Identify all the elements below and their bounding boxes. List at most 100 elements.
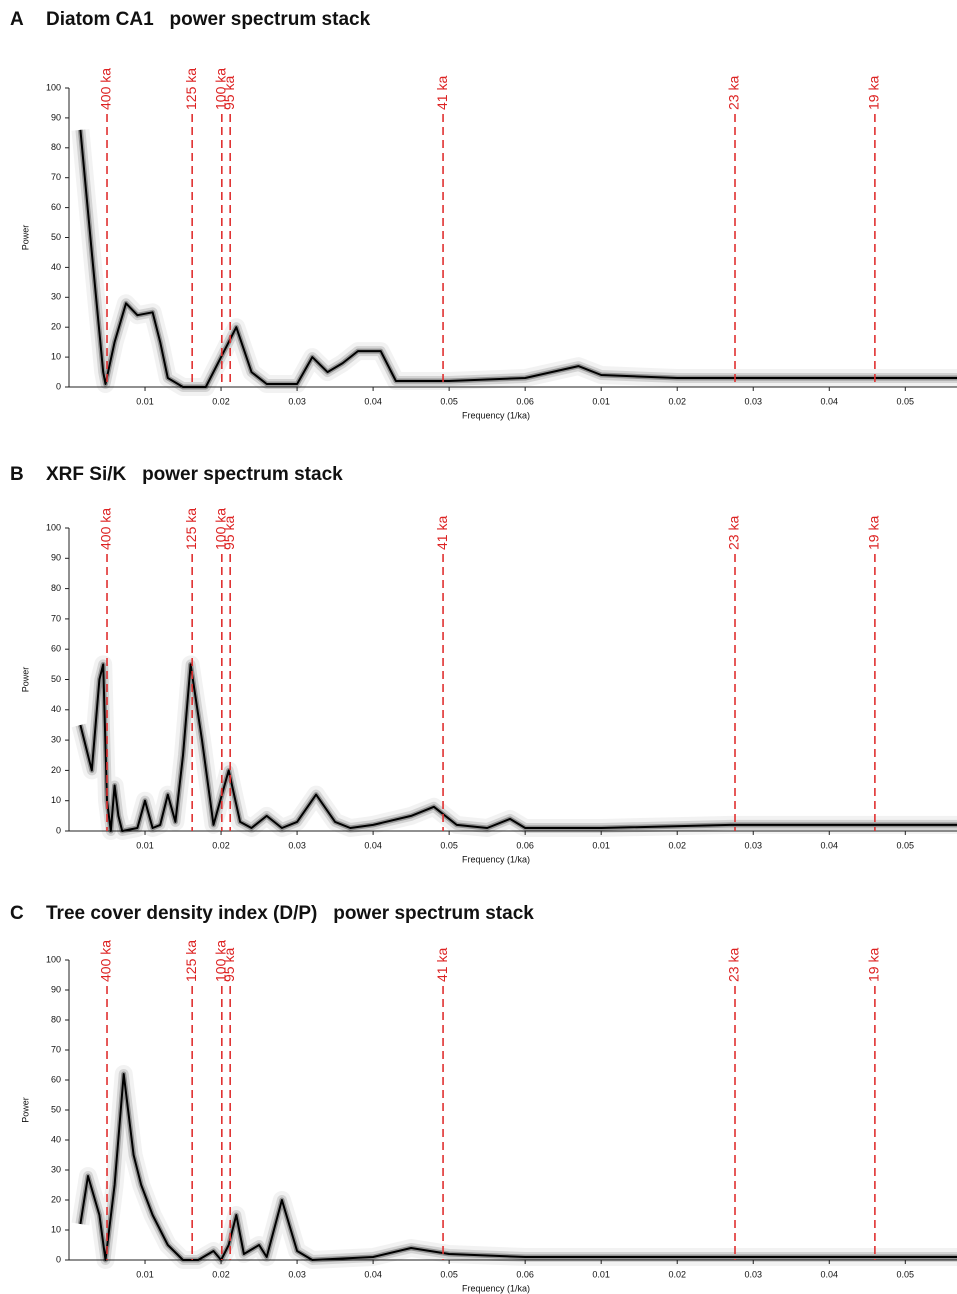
spread [77, 1071, 957, 1263]
x-tick-label: 0.06 [516, 1269, 534, 1279]
x-tick-label: 0.05 [440, 840, 458, 850]
chart-title: XRF Si/K power spectrum stack [46, 464, 343, 485]
y-tick-label: 0 [56, 825, 61, 835]
x-tick-label: 0.03 [744, 840, 762, 850]
x-tick-label: 0.05 [897, 396, 915, 406]
x-tick-label: 0.02 [668, 396, 686, 406]
period-label: 95 ka [221, 948, 237, 982]
y-tick-label: 0 [56, 381, 61, 391]
y-tick-label: 80 [51, 142, 61, 152]
y-tick-label: 100 [46, 82, 61, 92]
x-tick-label: 0.02 [668, 840, 686, 850]
y-tick-label: 80 [51, 583, 61, 593]
y-tick-label: 60 [51, 644, 61, 654]
x-tick-label: 0.05 [897, 1269, 915, 1279]
x-tick-label: 0.04 [364, 1269, 382, 1279]
period-label: 23 ka [726, 516, 742, 550]
y-tick-label: 30 [51, 292, 61, 302]
x-tick-label: 0.03 [744, 396, 762, 406]
period-label: 23 ka [726, 948, 742, 982]
y-axis-label: Power [20, 667, 30, 693]
chart-title: Tree cover density index (D/P) power spe… [46, 903, 534, 924]
y-tick-label: 100 [46, 522, 61, 532]
period-label: 125 ka [183, 940, 199, 982]
x-tick-label: 0.04 [364, 840, 382, 850]
panel-label: B [10, 464, 24, 485]
x-tick-label: 0.01 [136, 396, 154, 406]
x-axis-label: Frequency (1/ka) [462, 854, 530, 864]
y-tick-label: 60 [51, 202, 61, 212]
y-tick-label: 20 [51, 322, 61, 332]
spread [71, 129, 957, 396]
x-tick-label: 0.03 [288, 1269, 306, 1279]
period-label: 125 ka [183, 68, 199, 110]
x-axis-label: Frequency (1/ka) [462, 1283, 530, 1293]
period-label: 100 ka [213, 68, 229, 110]
period-label: 41 ka [434, 76, 450, 110]
period-label: 23 ka [726, 76, 742, 110]
x-tick-label: 0.04 [364, 396, 382, 406]
y-tick-label: 90 [51, 112, 61, 122]
x-tick-label: 0.02 [212, 1269, 230, 1279]
spread [75, 129, 957, 392]
y-axis-label: Power [20, 1097, 30, 1123]
period-label: 400 ka [98, 940, 114, 982]
y-tick-label: 100 [46, 954, 61, 964]
y-tick-label: 10 [51, 351, 61, 361]
y-tick-label: 90 [51, 553, 61, 563]
y-tick-label: 40 [51, 704, 61, 714]
x-tick-label: 0.04 [821, 1269, 839, 1279]
median-line [79, 129, 957, 388]
period-label: 100 ka [213, 508, 229, 550]
x-tick-label: 0.02 [668, 1269, 686, 1279]
y-tick-label: 40 [51, 1134, 61, 1144]
y-tick-label: 30 [51, 1164, 61, 1174]
period-label: 19 ka [866, 516, 882, 550]
median-line [79, 1073, 957, 1261]
median-line [79, 663, 957, 832]
spread [71, 1065, 957, 1269]
x-tick-label: 0.01 [592, 840, 610, 850]
period-label: 19 ka [866, 948, 882, 982]
period-label: 400 ka [98, 68, 114, 110]
x-tick-label: 0.04 [821, 840, 839, 850]
x-tick-label: 0.01 [592, 396, 610, 406]
x-tick-label: 0.03 [288, 396, 306, 406]
y-tick-label: 70 [51, 172, 61, 182]
x-tick-label: 0.04 [821, 396, 839, 406]
x-tick-label: 0.03 [288, 840, 306, 850]
x-tick-label: 0.05 [440, 1269, 458, 1279]
period-label: 95 ka [221, 76, 237, 110]
panel-label: C [10, 903, 24, 924]
y-tick-label: 50 [51, 1104, 61, 1114]
y-axis-label: Power [20, 225, 30, 251]
period-label: 19 ka [866, 76, 882, 110]
y-tick-label: 40 [51, 262, 61, 272]
y-tick-label: 60 [51, 1074, 61, 1084]
x-axis-label: Frequency (1/ka) [462, 410, 530, 420]
x-tick-label: 0.02 [212, 396, 230, 406]
y-tick-label: 30 [51, 734, 61, 744]
y-tick-label: 90 [51, 984, 61, 994]
y-tick-label: 20 [51, 765, 61, 775]
y-tick-label: 70 [51, 1044, 61, 1054]
spread [75, 1069, 957, 1265]
y-tick-label: 20 [51, 1194, 61, 1204]
x-tick-label: 0.01 [136, 840, 154, 850]
x-tick-label: 0.06 [516, 840, 534, 850]
x-tick-label: 0.06 [516, 396, 534, 406]
y-tick-label: 50 [51, 674, 61, 684]
x-tick-label: 0.03 [744, 1269, 762, 1279]
y-tick-label: 70 [51, 613, 61, 623]
period-label: 41 ka [434, 516, 450, 550]
x-tick-label: 0.01 [136, 1269, 154, 1279]
y-tick-label: 80 [51, 1014, 61, 1024]
panel-label: A [10, 9, 24, 30]
period-label: 125 ka [183, 508, 199, 550]
chart-title: Diatom CA1 power spectrum stack [46, 9, 371, 30]
x-tick-label: 0.02 [212, 840, 230, 850]
period-label: 41 ka [434, 948, 450, 982]
y-tick-label: 50 [51, 232, 61, 242]
x-tick-label: 0.05 [897, 840, 915, 850]
